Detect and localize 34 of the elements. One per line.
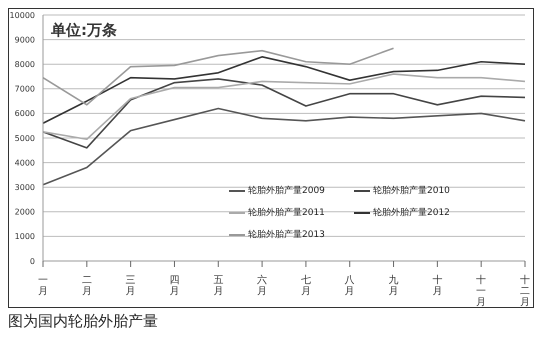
legend-label: 轮胎外胎产量2010 <box>373 184 450 197</box>
y-tick-label: 2000 <box>14 208 35 217</box>
x-tick-label: 八月 <box>344 275 355 297</box>
x-tick-label: 六月 <box>257 274 268 297</box>
x-tick-label: 十月 <box>432 274 442 297</box>
x-tick-label: 一月 <box>38 275 48 297</box>
text: 图为国内轮胎外胎产量 <box>8 312 159 331</box>
x-tick-label: 十二月 <box>520 274 530 308</box>
legend-label: 轮胎外胎产量2009 <box>248 184 325 197</box>
y-tick-label: 10000 <box>10 10 35 20</box>
line-series <box>42 73 526 140</box>
line-series <box>42 108 526 186</box>
y-tick-label: 1000 <box>14 232 35 242</box>
line-series <box>42 56 526 124</box>
y-tick-label: 9000 <box>14 35 35 44</box>
x-tick-label: 十一月 <box>476 274 486 308</box>
legend-label: 轮胎外胎产量2013 <box>248 228 325 241</box>
y-tick-label: 7000 <box>14 84 35 94</box>
legend-label: 轮胎外胎产量2012 <box>373 206 450 219</box>
x-tick-label: 五月 <box>213 275 224 297</box>
x-tick-label: 二月 <box>82 275 92 297</box>
y-tick-label: 6000 <box>14 109 35 118</box>
x-tick-label: 三月 <box>126 275 136 297</box>
y-tick-label: 8000 <box>14 60 35 70</box>
line-series <box>42 78 526 149</box>
annotation: 单位:万条 <box>51 21 117 40</box>
x-tick-label: 四月 <box>169 275 180 297</box>
x-tick-label: 七月 <box>300 274 311 297</box>
legend-label: 轮胎外胎产量2011 <box>248 206 325 219</box>
y-tick-label: 3000 <box>14 183 35 192</box>
x-tick-label: 九月 <box>388 274 399 297</box>
y-tick-label: 5000 <box>14 134 35 143</box>
y-tick-label: 0 <box>30 256 35 266</box>
y-tick-label: 4000 <box>14 158 35 168</box>
